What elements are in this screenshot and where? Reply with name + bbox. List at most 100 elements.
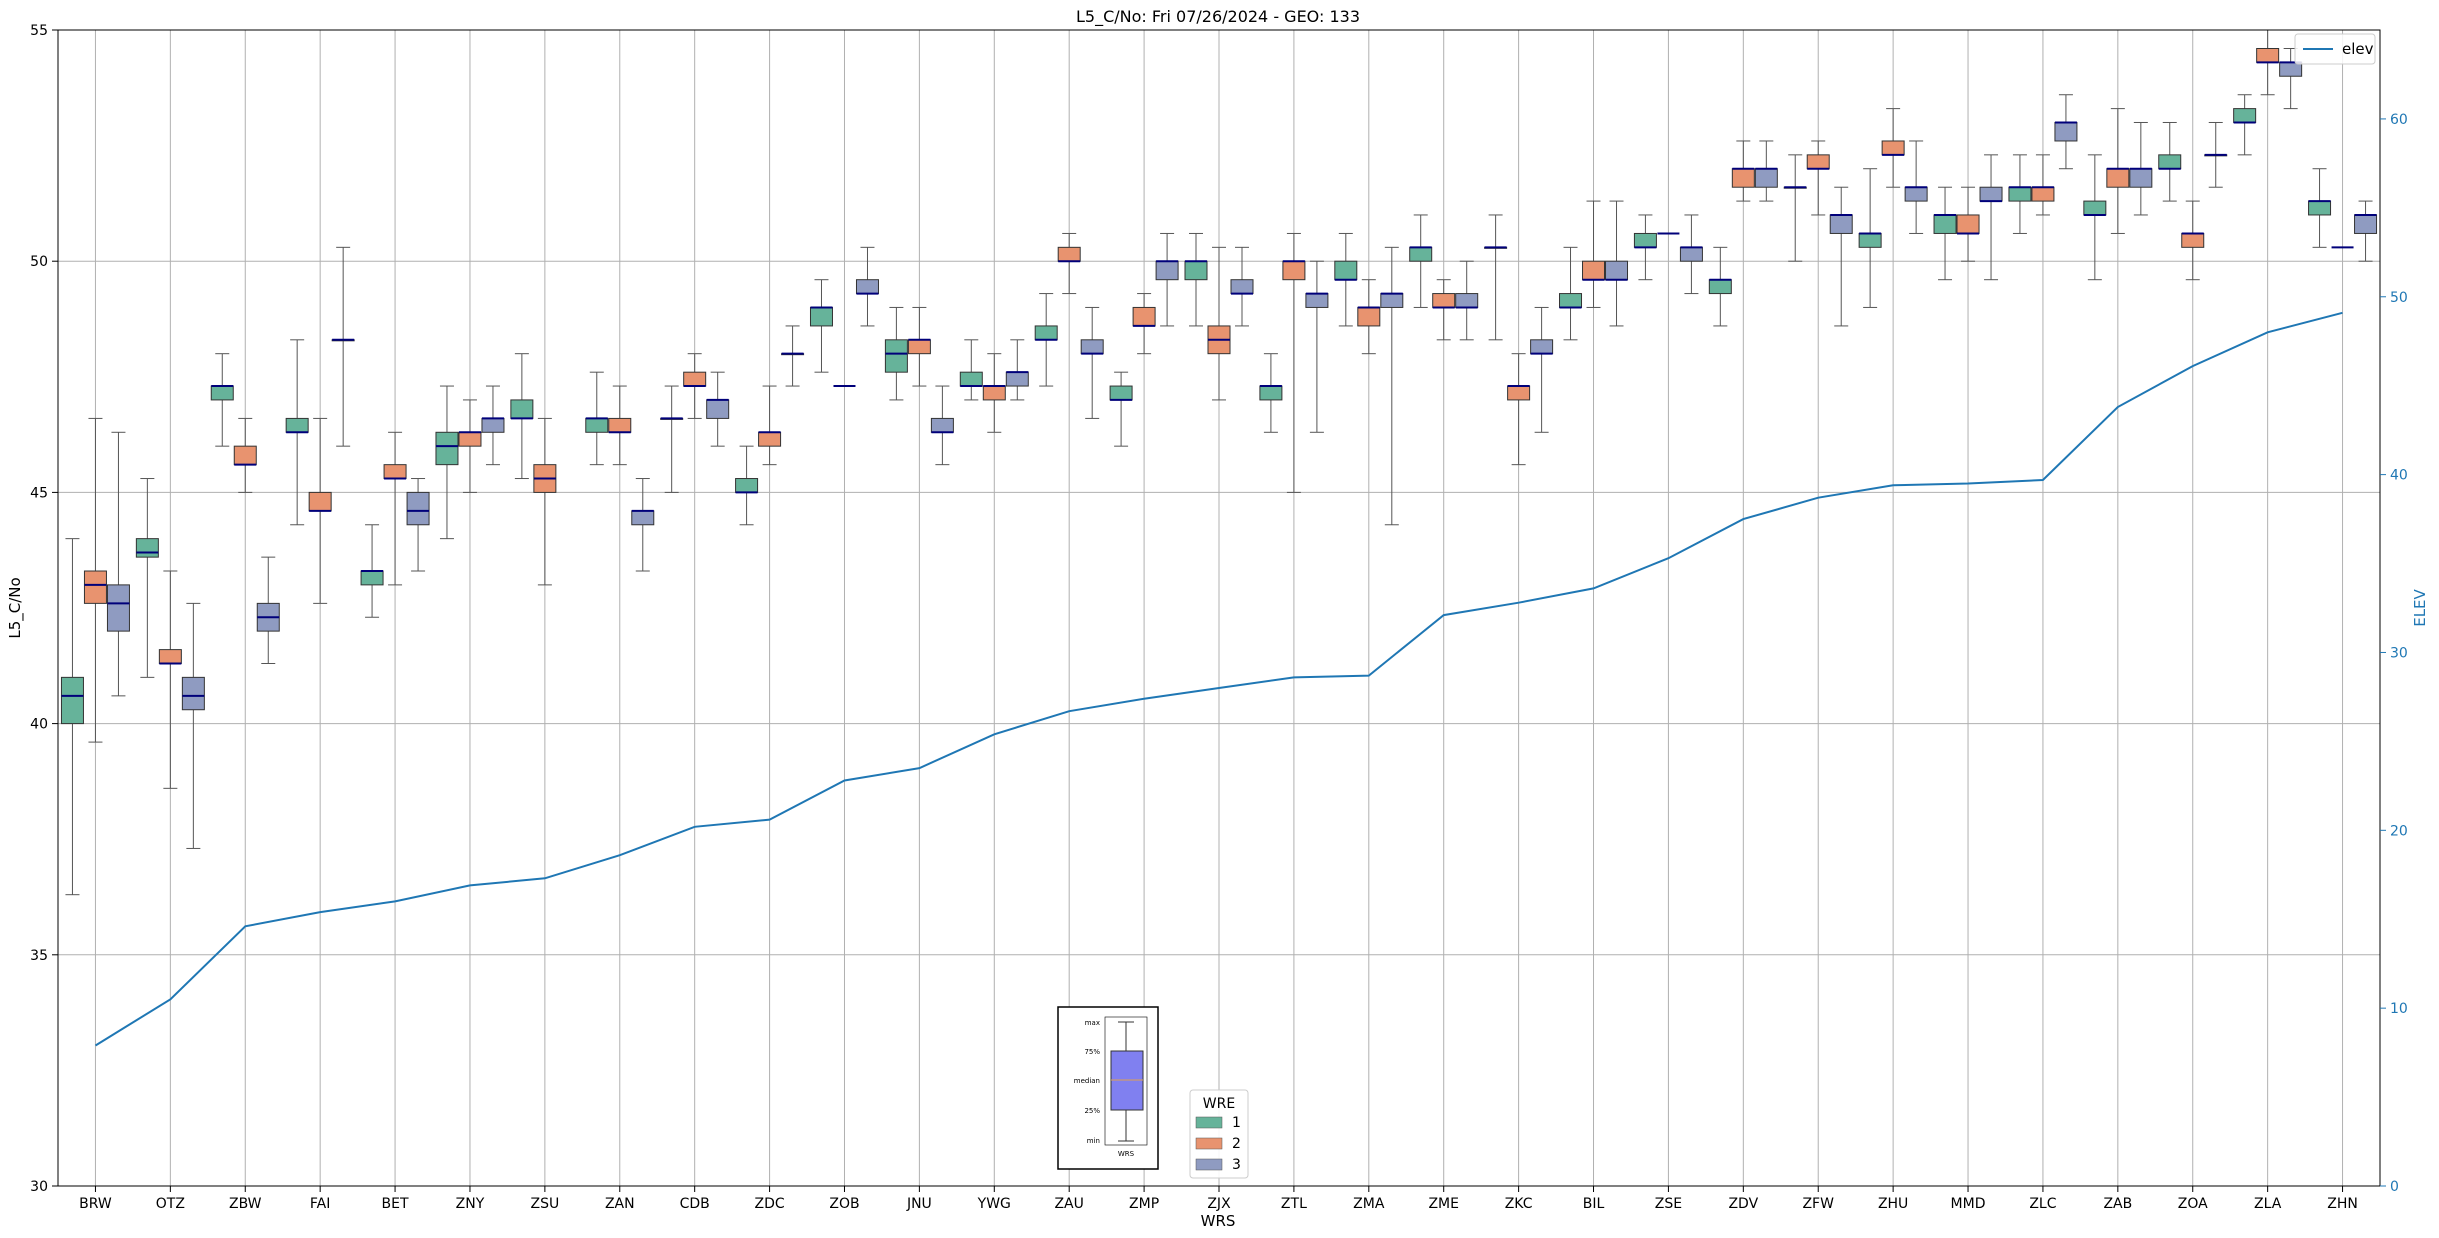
- box-BET-wre1: [360, 570, 384, 586]
- wre-legend-swatch-1: [1195, 1116, 1223, 1129]
- box-YWG-wre1: [959, 371, 983, 387]
- box-ZKC-wre3: [1530, 339, 1554, 355]
- box-ZLA-wre1: [2233, 108, 2257, 123]
- x-tick-label-MMD: MMD: [1951, 1196, 1986, 1212]
- box-ZAN-wre1: [585, 417, 609, 433]
- elev-line-layer: [94, 311, 2343, 1047]
- box-BRW-wre2: [83, 570, 107, 604]
- elev-legend-frame: [2294, 33, 2376, 65]
- x-tick-label-FAI: FAI: [310, 1196, 330, 1212]
- box-OTZ-wre2: [158, 649, 182, 664]
- wre-legend-frame: [1189, 1089, 1249, 1179]
- box-ZMA-wre2: [1357, 306, 1381, 327]
- box-YWG-wre2: [982, 385, 1006, 401]
- x-tick-label-ZDV: ZDV: [1728, 1196, 1758, 1212]
- wre-legend-label-1: 1: [1232, 1115, 1241, 1131]
- box-ZBW-wre1: [210, 385, 234, 401]
- box-ZJX-wre1: [1184, 260, 1208, 281]
- elev-line: [94, 311, 2343, 1047]
- box-ZSE-wre3: [1679, 246, 1703, 262]
- box-ZOB-wre3: [855, 279, 879, 295]
- box-ZAB-wre1: [2083, 200, 2107, 216]
- x-tick-label-ZSU: ZSU: [531, 1196, 560, 1212]
- box-MMD-wre1: [1933, 214, 1957, 234]
- chart-title: L5_C/No: Fri 07/26/2024 - GEO: 133: [1076, 7, 1360, 27]
- x-tick-label-ZHN: ZHN: [2327, 1196, 2358, 1212]
- box-BRW-wre3: [106, 584, 130, 632]
- elev-legend: elev: [2294, 33, 2376, 65]
- box-ZLA-wre2: [2256, 47, 2280, 63]
- right-axis-ticks: 0 10 20 30 40 50 60: [2380, 112, 2408, 1195]
- x-tick-label-ZAB: ZAB: [2103, 1196, 2132, 1212]
- box-key-inset: max 75% median 25% min WRS: [1057, 1006, 1159, 1170]
- box-ZHU-wre2: [1881, 140, 1905, 156]
- box-ZHU-wre1: [1858, 232, 1882, 248]
- box-ZAB-wre3: [2129, 168, 2153, 188]
- box-ZLC-wre1: [2008, 186, 2032, 202]
- box-ZDV-wre3: [1754, 168, 1778, 188]
- box-ZHN-wre3: [2354, 214, 2378, 234]
- x-tick-label-ZOA: ZOA: [2178, 1196, 2208, 1212]
- box-ZME-wre2: [1432, 293, 1456, 308]
- box-ZTL-wre1: [1259, 385, 1283, 401]
- box-ZNY-wre1: [435, 431, 459, 466]
- box-CDB-wre2: [683, 371, 707, 387]
- box-groups: [60, 29, 2378, 896]
- box-ZLC-wre3: [2054, 121, 2078, 142]
- x-tick-label-ZOB: ZOB: [829, 1196, 859, 1212]
- wre-legend-title: WRE: [1203, 1096, 1235, 1112]
- box-ZME-wre1: [1409, 246, 1433, 262]
- wre-legend-swatch-2: [1195, 1137, 1223, 1150]
- x-tick-label-BET: BET: [382, 1196, 409, 1212]
- x-tick-label-ZDC: ZDC: [755, 1196, 785, 1212]
- x-tick-label-ZME: ZME: [1428, 1196, 1459, 1212]
- box-ZFW-wre2: [1806, 154, 1830, 170]
- box-key-label-max: max: [1085, 1019, 1100, 1027]
- box-BIL-wre3: [1605, 260, 1629, 281]
- wre-legend-label-3: 3: [1232, 1157, 1241, 1173]
- box-BET-wre3: [406, 491, 430, 526]
- x-tick-label-ZJX: ZJX: [1207, 1196, 1231, 1212]
- box-ZDC-wre2: [758, 431, 782, 447]
- box-FAI-wre2: [308, 491, 332, 512]
- y2-axis-label: ELEV: [2411, 588, 2429, 626]
- x-axis-ticks: BRW OTZ ZBW FAI BET ZNY ZSU ZAN CDB ZDC ZOB JNU YWG Z…: [79, 1186, 2358, 1212]
- box-ZOA-wre2: [2181, 232, 2205, 248]
- x-tick-label-OTZ: OTZ: [156, 1196, 185, 1212]
- box-ZME-wre3: [1455, 293, 1479, 308]
- box-BIL-wre1: [1559, 293, 1583, 308]
- box-ZAN-wre3: [631, 510, 655, 526]
- x-tick-label-JNU: JNU: [906, 1196, 932, 1212]
- box-ZJX-wre3: [1230, 279, 1254, 295]
- box-ZKC-wre2: [1507, 385, 1531, 401]
- x-tick-label-ZLA: ZLA: [2254, 1196, 2282, 1212]
- y-axis-label: L5_C/No: [6, 577, 25, 638]
- x-tick-label-ZLC: ZLC: [2029, 1196, 2056, 1212]
- right-tick-label: 60: [2390, 112, 2408, 128]
- right-tick-label: 0: [2390, 1179, 2399, 1195]
- box-key-label-q3: 75%: [1084, 1048, 1100, 1056]
- wre-legend: WRE 1 2 3: [1189, 1089, 1249, 1179]
- box-ZAN-wre2: [608, 417, 632, 433]
- left-tick-label: 40: [30, 717, 48, 733]
- elev-legend-label: elev: [2342, 40, 2374, 58]
- box-ZMA-wre3: [1380, 293, 1404, 308]
- box-key-label-q1: 25%: [1084, 1107, 1100, 1115]
- box-ZOA-wre1: [2158, 154, 2182, 170]
- box-OTZ-wre3: [181, 676, 205, 711]
- x-tick-label-CDB: CDB: [680, 1196, 710, 1212]
- box-FAI-wre1: [285, 417, 309, 433]
- wre-legend-label-2: 2: [1232, 1136, 1241, 1152]
- box-ZMA-wre1: [1334, 260, 1358, 281]
- x-tick-label-ZSE: ZSE: [1655, 1196, 1682, 1212]
- box-ZDV-wre1: [1708, 279, 1732, 295]
- box-ZMP-wre1: [1109, 385, 1133, 401]
- x-tick-label-ZTL: ZTL: [1281, 1196, 1307, 1212]
- x-tick-label-ZMA: ZMA: [1353, 1196, 1385, 1212]
- right-tick-label: 10: [2390, 1001, 2408, 1017]
- x-tick-label-ZBW: ZBW: [229, 1196, 262, 1212]
- box-ZBW-wre2: [233, 445, 257, 466]
- left-tick-label: 30: [30, 1179, 48, 1195]
- box-BET-wre2: [383, 464, 407, 480]
